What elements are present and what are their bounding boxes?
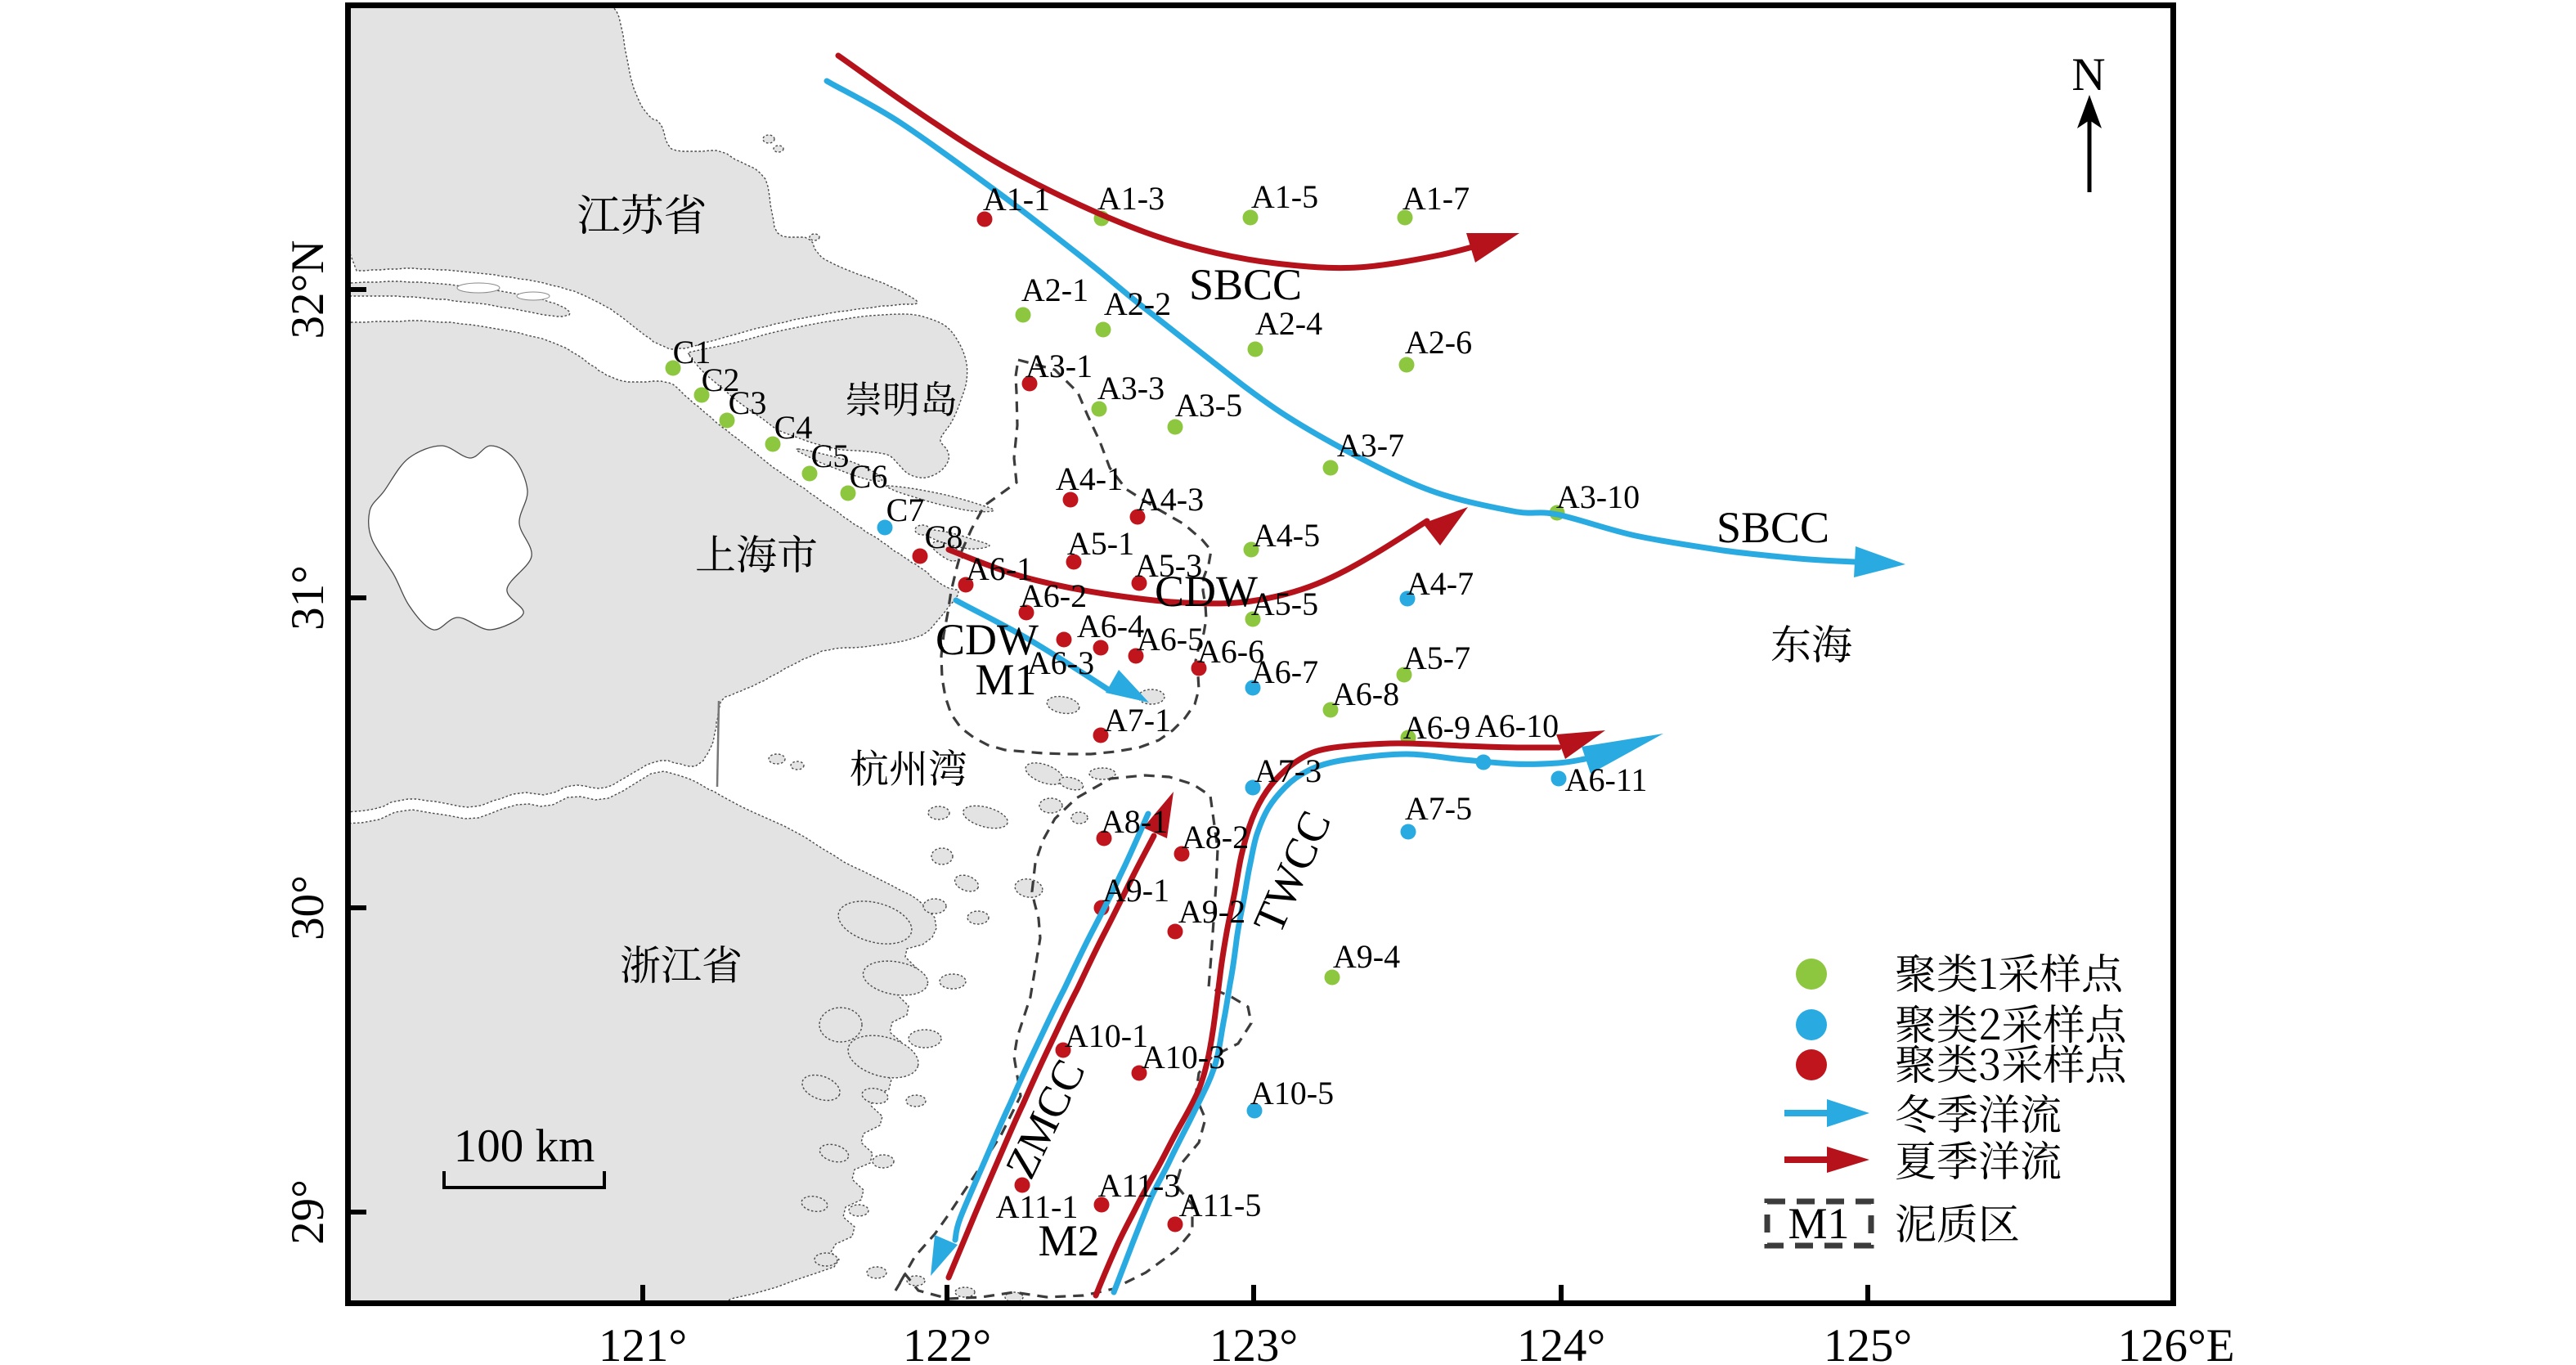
svg-text:121°: 121° [599, 1320, 687, 1365]
svg-text:SBCC: SBCC [1189, 260, 1302, 309]
svg-text:CDW: CDW [936, 615, 1039, 664]
svg-text:A6-5: A6-5 [1137, 621, 1204, 658]
svg-text:C8: C8 [925, 519, 963, 555]
svg-text:A5-7: A5-7 [1403, 640, 1470, 676]
svg-text:A6-4: A6-4 [1077, 608, 1144, 644]
svg-text:A7-5: A7-5 [1405, 790, 1472, 827]
svg-text:A3-3: A3-3 [1097, 370, 1165, 406]
svg-text:A4-3: A4-3 [1137, 481, 1204, 518]
svg-text:A11-1: A11-1 [996, 1188, 1079, 1225]
svg-text:A3-5: A3-5 [1175, 387, 1242, 424]
svg-text:A9-2: A9-2 [1178, 893, 1245, 930]
svg-text:C6: C6 [850, 458, 888, 495]
svg-text:A11-3: A11-3 [1098, 1167, 1181, 1204]
svg-text:M1: M1 [975, 655, 1036, 704]
svg-text:126°E: 126°E [2117, 1320, 2234, 1365]
svg-text:A4-7: A4-7 [1407, 565, 1474, 602]
svg-text:124°: 124° [1517, 1320, 1605, 1365]
svg-text:M2: M2 [1038, 1216, 1099, 1265]
svg-text:122°: 122° [903, 1320, 991, 1365]
svg-text:A9-4: A9-4 [1333, 938, 1400, 975]
svg-text:A7-3: A7-3 [1254, 752, 1322, 789]
svg-text:A2-2: A2-2 [1104, 285, 1171, 322]
svg-text:C7: C7 [886, 492, 925, 528]
svg-text:A6-8: A6-8 [1332, 676, 1399, 712]
svg-text:C3: C3 [729, 384, 767, 421]
svg-text:A5-5: A5-5 [1251, 586, 1318, 622]
svg-text:A7-1: A7-1 [1104, 702, 1171, 739]
svg-text:A3-7: A3-7 [1337, 427, 1404, 464]
svg-text:A5-3: A5-3 [1135, 547, 1202, 584]
svg-text:32°N: 32°N [282, 240, 334, 339]
svg-text:M1: M1 [1788, 1199, 1849, 1248]
svg-text:A8-2: A8-2 [1182, 819, 1249, 855]
svg-text:CDW: CDW [1155, 567, 1258, 616]
svg-text:A6-2: A6-2 [1020, 577, 1087, 614]
svg-text:A6-9: A6-9 [1403, 709, 1470, 746]
svg-text:A9-1: A9-1 [1102, 872, 1169, 909]
svg-text:A1-7: A1-7 [1402, 180, 1470, 217]
svg-text:31°: 31° [282, 565, 334, 631]
svg-text:A6-10: A6-10 [1475, 707, 1559, 744]
svg-text:A11-5: A11-5 [1179, 1187, 1262, 1224]
svg-text:A3-10: A3-10 [1556, 478, 1640, 515]
svg-text:100 km: 100 km [454, 1120, 595, 1172]
svg-text:A1-5: A1-5 [1251, 178, 1318, 215]
svg-text:A6-3: A6-3 [1027, 644, 1094, 681]
svg-text:A3-1: A3-1 [1025, 348, 1093, 384]
svg-text:A6-6: A6-6 [1197, 633, 1264, 670]
svg-text:A2-1: A2-1 [1021, 272, 1088, 308]
svg-text:A10-1: A10-1 [1065, 1017, 1148, 1054]
svg-text:30°: 30° [282, 875, 334, 941]
svg-text:A1-1: A1-1 [983, 181, 1050, 218]
svg-text:C2: C2 [702, 361, 740, 398]
svg-text:29°: 29° [282, 1179, 334, 1245]
svg-text:A2-4: A2-4 [1255, 305, 1322, 342]
svg-text:A4-5: A4-5 [1253, 517, 1320, 554]
svg-text:C4: C4 [774, 409, 813, 446]
svg-text:A8-1: A8-1 [1101, 803, 1168, 840]
svg-text:A1-3: A1-3 [1097, 180, 1165, 217]
svg-text:A4-1: A4-1 [1056, 460, 1123, 497]
svg-text:A6-11: A6-11 [1565, 761, 1648, 798]
svg-text:C5: C5 [811, 438, 850, 474]
svg-text:SBCC: SBCC [1717, 503, 1829, 552]
svg-text:N: N [2071, 49, 2105, 101]
svg-text:A10-3: A10-3 [1142, 1039, 1225, 1075]
svg-text:123°: 123° [1209, 1320, 1298, 1365]
svg-text:A10-5: A10-5 [1250, 1075, 1334, 1111]
svg-text:A2-6: A2-6 [1405, 324, 1472, 361]
svg-text:A6-1: A6-1 [966, 550, 1033, 587]
svg-text:A5-1: A5-1 [1067, 525, 1134, 562]
svg-text:C1: C1 [673, 334, 711, 370]
svg-text:A6-7: A6-7 [1251, 653, 1318, 690]
svg-text:125°: 125° [1824, 1320, 1912, 1365]
